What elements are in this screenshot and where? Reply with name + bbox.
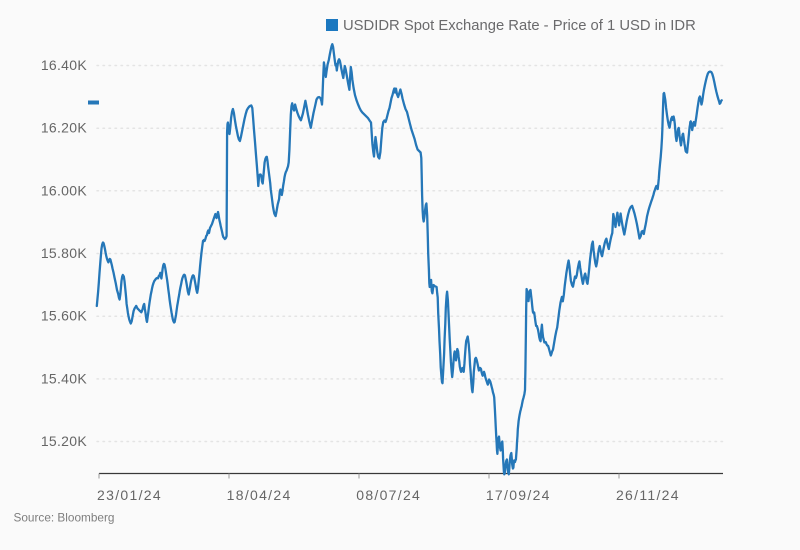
svg-text:15.40K: 15.40K [41,370,88,386]
svg-text:15.60K: 15.60K [41,308,88,324]
svg-text:16.20K: 16.20K [41,120,88,136]
svg-text:08/07/24: 08/07/24 [356,487,421,503]
svg-text:26/11/24: 26/11/24 [616,487,680,503]
svg-text:18/04/24: 18/04/24 [227,487,292,503]
svg-text:15.80K: 15.80K [41,245,88,261]
svg-text:23/01/24: 23/01/24 [97,487,162,503]
svg-text:17/09/24: 17/09/24 [486,487,551,503]
svg-text:16.40K: 16.40K [41,57,88,73]
svg-text:USDIDR Spot Exchange Rate - Pr: USDIDR Spot Exchange Rate - Price of 1 U… [343,18,696,34]
svg-text:Source: Bloomberg: Source: Bloomberg [14,511,115,525]
svg-text:15.20K: 15.20K [41,433,88,449]
svg-text:16.00K: 16.00K [41,182,88,198]
